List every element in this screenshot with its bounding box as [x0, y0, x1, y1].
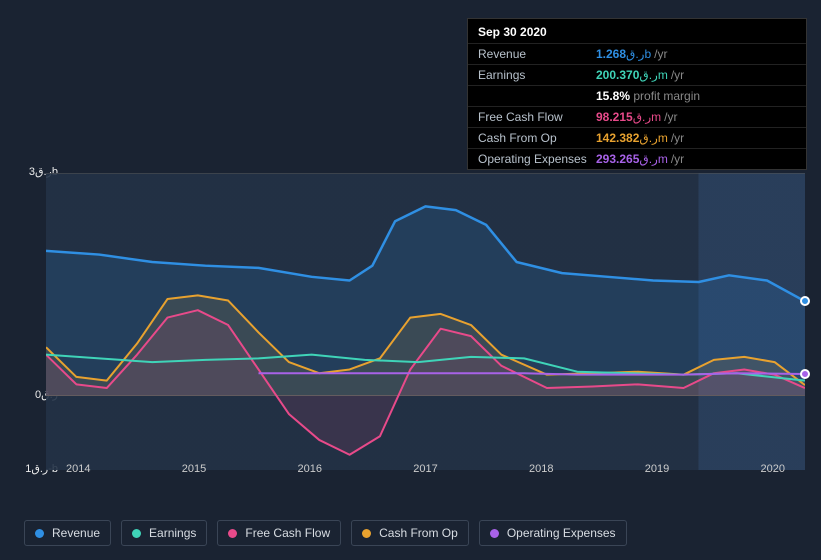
legend-dot-icon — [228, 529, 237, 538]
x-axis-label: 2014 — [66, 463, 90, 475]
tooltip-metric-value: 1.268ر.قb/yr — [596, 47, 668, 61]
chart-svg — [46, 173, 805, 470]
tooltip-row: Revenue 1.268ر.قb/yr — [468, 43, 806, 64]
legend-label: Earnings — [149, 526, 196, 540]
x-axis-labels: 2014 2015 2016 2017 2018 2019 2020 — [46, 463, 805, 475]
tooltip-metric-value: 200.370ر.قm/yr — [596, 68, 684, 82]
plot-area[interactable] — [46, 173, 805, 470]
tooltip-sub-row: 15.8% profit margin — [468, 85, 806, 106]
legend-item[interactable]: Free Cash Flow — [217, 520, 341, 546]
x-axis-label: 2020 — [761, 463, 785, 475]
legend-item[interactable]: Operating Expenses — [479, 520, 627, 546]
tooltip-metric-label: Earnings — [478, 68, 596, 82]
x-axis-label: 2017 — [413, 463, 437, 475]
tooltip-row: Earnings 200.370ر.قm/yr — [468, 64, 806, 85]
legend-label: Free Cash Flow — [245, 526, 330, 540]
tooltip-row: Cash From Op 142.382ر.قm/yr — [468, 127, 806, 148]
legend-label: Cash From Op — [379, 526, 458, 540]
tooltip-metric-value: 142.382ر.قm/yr — [596, 131, 684, 145]
legend-item[interactable]: Earnings — [121, 520, 207, 546]
tooltip-metric-value: 293.265ر.قm/yr — [596, 152, 684, 166]
tooltip-row: Operating Expenses 293.265ر.قm/yr — [468, 148, 806, 169]
tooltip-date: Sep 30 2020 — [468, 19, 806, 43]
chart-legend: Revenue Earnings Free Cash Flow Cash From O… — [24, 520, 627, 546]
legend-dot-icon — [132, 529, 141, 538]
tooltip-metric-label: Operating Expenses — [478, 152, 596, 166]
series-end-marker — [800, 369, 810, 379]
legend-label: Operating Expenses — [507, 526, 616, 540]
tooltip-sub-value: 15.8% profit margin — [596, 89, 700, 103]
data-tooltip: Sep 30 2020 Revenue 1.268ر.قb/yrEarnings… — [467, 18, 807, 170]
x-axis-label: 2018 — [529, 463, 553, 475]
legend-dot-icon — [362, 529, 371, 538]
tooltip-metric-value: 98.215ر.قm/yr — [596, 110, 678, 124]
x-axis-label: 2019 — [645, 463, 669, 475]
legend-dot-icon — [490, 529, 499, 538]
tooltip-metric-label: Revenue — [478, 47, 596, 61]
legend-item[interactable]: Revenue — [24, 520, 111, 546]
tooltip-metric-label: Free Cash Flow — [478, 110, 596, 124]
tooltip-row: Free Cash Flow 98.215ر.قm/yr — [468, 106, 806, 127]
tooltip-metric-label: Cash From Op — [478, 131, 596, 145]
legend-item[interactable]: Cash From Op — [351, 520, 469, 546]
series-end-marker — [800, 296, 810, 306]
x-axis-label: 2015 — [182, 463, 206, 475]
x-axis-label: 2016 — [298, 463, 322, 475]
legend-dot-icon — [35, 529, 44, 538]
legend-label: Revenue — [52, 526, 100, 540]
financial-chart[interactable]: ر.ق3bر.ق0ر.ق1-b 201420152016201720182019… — [16, 155, 805, 475]
